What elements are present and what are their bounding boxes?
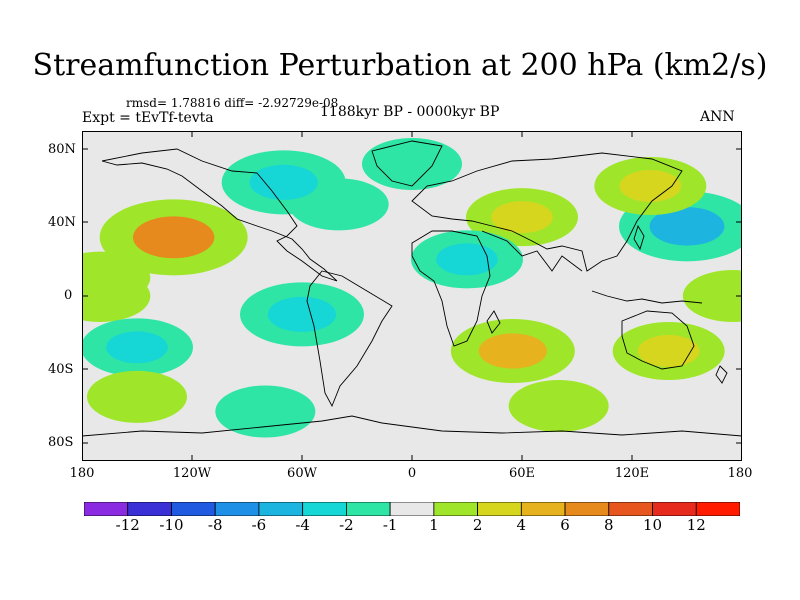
- colorbar-label: 6: [560, 516, 570, 534]
- coast-madagascar: [486, 310, 501, 334]
- anomaly-core: [491, 201, 553, 234]
- anomaly-core: [267, 296, 337, 332]
- tick-marks: [82, 131, 742, 461]
- lat-tick-label: 80S: [48, 435, 74, 450]
- colorbar-label: -8: [207, 516, 223, 534]
- colorbar-swatch: [433, 502, 479, 516]
- coast-arabia-india: [481, 230, 583, 272]
- colorbar-swatch: [389, 502, 435, 516]
- experiment-label: Expt = tEvTf-tevta: [82, 110, 214, 126]
- colorbar-label: 1: [429, 516, 439, 534]
- coast-africa: [411, 230, 491, 347]
- colorbar-label: 8: [604, 516, 614, 534]
- lat-tick-label: 0: [64, 288, 73, 303]
- lon-tick-label: 120E: [614, 466, 650, 481]
- coast-new-zealand: [715, 365, 728, 384]
- colorbar-swatch: [564, 502, 610, 516]
- anomaly-core: [619, 170, 682, 202]
- colorbar-swatch: [477, 502, 522, 516]
- anomaly-region: [82, 270, 151, 322]
- colorbar-label: -12: [115, 516, 140, 534]
- colorbar: [84, 502, 740, 516]
- colorbar-label: -2: [339, 516, 354, 534]
- anomaly-core: [249, 164, 318, 200]
- anomaly-region: [682, 270, 742, 322]
- stats-text: rmsd= 1.78816 diff= -2.92729e-08: [126, 96, 339, 110]
- lon-tick-label: 60E: [508, 466, 536, 481]
- colorbar-swatch: [127, 502, 172, 516]
- colorbar-swatch: [258, 502, 304, 516]
- colorbar-label: -4: [295, 516, 310, 534]
- lat-tick-label: 40N: [48, 215, 76, 230]
- colorbar-label: -6: [251, 516, 267, 534]
- colorbar-swatch: [214, 502, 260, 516]
- colorbar-swatch: [345, 502, 391, 516]
- chart-title: Streamfunction Perturbation at 200 hPa (…: [32, 48, 768, 83]
- coast-australia: [621, 310, 695, 370]
- anomaly-region: [87, 370, 187, 423]
- colorbar-label: 12: [686, 516, 706, 534]
- coast-antarctica: [82, 415, 742, 437]
- coastlines: [82, 140, 742, 437]
- colorbar-swatch: [608, 502, 653, 516]
- lon-tick-label: 120W: [172, 466, 212, 481]
- colorbar-label: 4: [516, 516, 527, 534]
- lat-tick-label: 80N: [48, 142, 76, 157]
- coast-japan: [633, 224, 645, 251]
- period-label: 1188kyr BP - 0000kyr BP: [320, 104, 500, 120]
- colorbar-swatch: [171, 502, 216, 516]
- colorbar-label: 2: [472, 516, 483, 534]
- colorbar-swatch: [695, 502, 740, 516]
- lon-tick-label: 0: [407, 466, 417, 481]
- map-plot: [82, 131, 742, 461]
- anomaly-region: [215, 385, 316, 438]
- season-label: ANN: [700, 109, 735, 125]
- coast-greenland: [371, 140, 443, 187]
- coast-north-america: [101, 148, 338, 282]
- colorbar-swatch: [84, 502, 129, 516]
- colorbar-label: 10: [642, 516, 663, 534]
- colorbar-swatch: [652, 502, 697, 516]
- coast-south-america: [306, 270, 393, 408]
- lat-tick-label: 40S: [48, 362, 74, 377]
- colorbar-swatch: [302, 502, 347, 516]
- coast-europe-asia: [411, 152, 683, 272]
- anomaly-region: [362, 138, 462, 190]
- anomaly-core: [106, 331, 168, 364]
- colorbar-label: -10: [159, 516, 184, 534]
- anomaly-core: [649, 207, 725, 246]
- anomaly-core: [478, 333, 547, 369]
- lon-tick-label: 180: [727, 466, 753, 481]
- lon-tick-label: 60W: [287, 466, 317, 481]
- anomaly-core: [132, 216, 215, 259]
- anomaly-core: [637, 335, 700, 367]
- colorbar-swatch: [520, 502, 566, 516]
- coast-indonesia: [591, 290, 703, 304]
- anomaly-region: [508, 380, 609, 432]
- anomaly-core: [436, 243, 498, 276]
- colorbar-label: -1: [382, 516, 398, 534]
- lon-tick-label: 180: [69, 466, 95, 481]
